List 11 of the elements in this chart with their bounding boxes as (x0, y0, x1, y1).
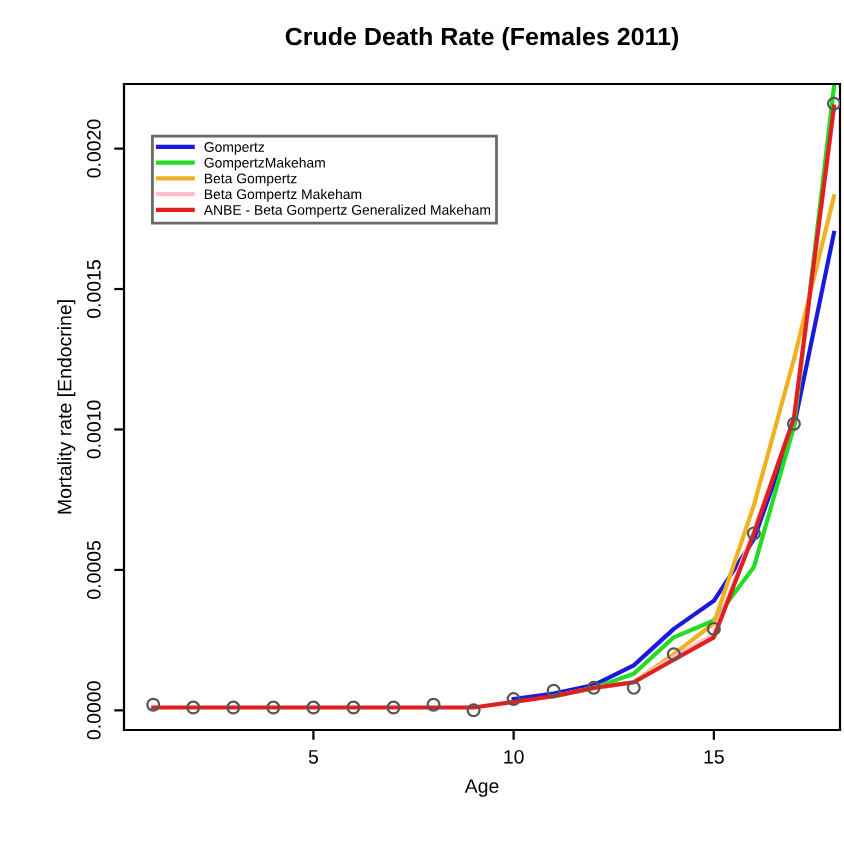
y-tick-label: 0.0005 (86, 540, 101, 599)
x-tick-label: 10 (504, 749, 524, 764)
y-tick-label: 0.0010 (86, 400, 101, 459)
x-tick-label: 15 (704, 750, 724, 764)
y-tick-label: 0.0020 (86, 119, 101, 178)
y-axis-title: Mortality rate [Endocrine] (57, 300, 76, 514)
chart-title: Crude Death Rate (Females 2011) (285, 26, 679, 51)
x-tick-label: 5 (308, 750, 318, 764)
y-tick-label: 0.0015 (86, 260, 101, 319)
x-axis-title: Age (464, 779, 499, 797)
y-tick-label: 0.0000 (86, 681, 101, 740)
